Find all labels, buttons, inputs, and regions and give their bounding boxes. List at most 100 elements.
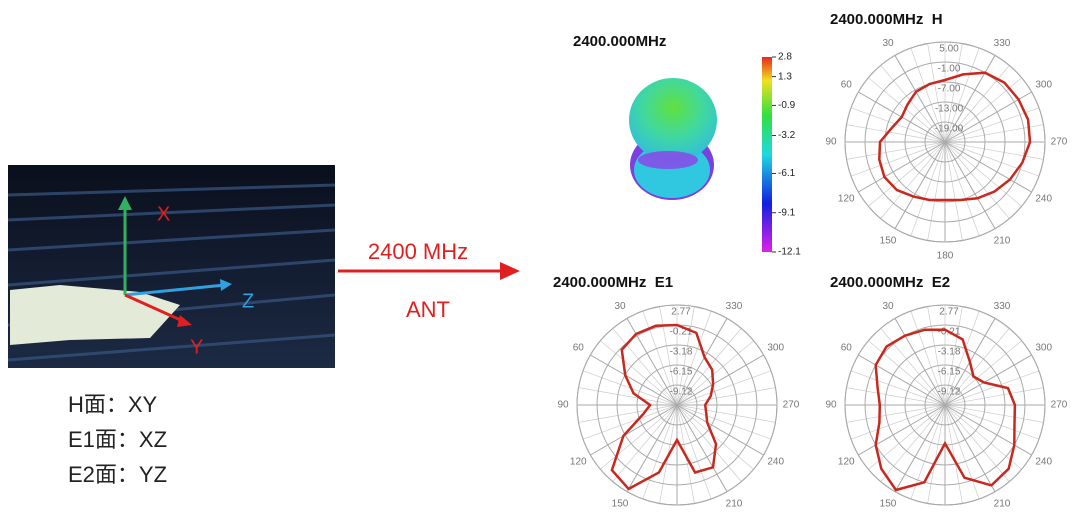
frequency-label: 2400 MHz bbox=[368, 239, 468, 264]
minor-spoke bbox=[944, 141, 1044, 160]
angle-label: 270 bbox=[1051, 400, 1068, 411]
minor-spoke bbox=[944, 141, 1022, 207]
minor-spoke bbox=[880, 141, 946, 219]
angle-label: 210 bbox=[994, 498, 1011, 509]
minor-spoke bbox=[944, 340, 1022, 406]
ring-label: -6.15 bbox=[938, 367, 961, 378]
pattern-trace bbox=[874, 328, 1017, 492]
spoke bbox=[676, 318, 728, 406]
angle-label: 30 bbox=[882, 38, 894, 49]
minor-spoke bbox=[676, 404, 776, 423]
chamber-photo: X Z Y bbox=[7, 165, 336, 368]
minor-spoke bbox=[850, 404, 946, 440]
minor-spoke bbox=[944, 404, 963, 504]
minor-spoke bbox=[676, 404, 712, 500]
angle-label: 180 bbox=[937, 251, 954, 262]
axis-label: Z bbox=[242, 290, 254, 312]
minor-spoke bbox=[944, 141, 980, 237]
angle-label: 90 bbox=[825, 400, 837, 411]
colorbar-tick-label: -0.9 bbox=[778, 100, 796, 111]
minor-spoke bbox=[612, 328, 678, 406]
minor-spoke bbox=[880, 65, 946, 143]
angle-label: 210 bbox=[994, 235, 1011, 246]
minor-spoke bbox=[676, 404, 742, 482]
minor-spoke bbox=[944, 370, 1040, 406]
spoke bbox=[676, 354, 764, 406]
minor-spoke bbox=[642, 310, 678, 406]
minor-spoke bbox=[944, 65, 1010, 143]
colorbar-tick-label: -9.1 bbox=[778, 207, 796, 218]
minor-spoke bbox=[944, 404, 1044, 423]
minor-spoke bbox=[578, 404, 678, 423]
ring-label: 2.77 bbox=[939, 307, 959, 318]
minor-spoke bbox=[944, 141, 1040, 177]
ring-label: -13.00 bbox=[935, 104, 964, 115]
minor-spoke bbox=[676, 387, 776, 406]
minor-spoke bbox=[676, 370, 772, 406]
ring-label: -3.18 bbox=[938, 347, 961, 358]
ring-label: 2.77 bbox=[671, 307, 691, 318]
minor-spoke bbox=[868, 141, 946, 207]
minor-spoke bbox=[944, 47, 980, 143]
axis-label: X bbox=[157, 203, 170, 225]
arrow-head bbox=[500, 262, 520, 280]
minor-spoke bbox=[910, 141, 946, 237]
plane-label: H面：XY bbox=[68, 392, 158, 417]
minor-spoke bbox=[944, 306, 963, 406]
minor-spoke bbox=[578, 387, 678, 406]
angle-label: 30 bbox=[614, 301, 626, 312]
ring-label: 5.00 bbox=[939, 44, 959, 55]
minor-spoke bbox=[600, 340, 678, 406]
minor-spoke bbox=[642, 404, 678, 500]
plane-label: E1面：XZ bbox=[68, 427, 167, 452]
minor-spoke bbox=[944, 328, 1010, 406]
pattern-3d bbox=[629, 78, 717, 200]
minor-spoke bbox=[927, 306, 946, 406]
minor-spoke bbox=[846, 404, 946, 423]
minor-spoke bbox=[676, 340, 754, 406]
ring-label: -7.00 bbox=[938, 84, 961, 95]
spoke bbox=[944, 55, 996, 143]
ring-label: -3.18 bbox=[670, 347, 693, 358]
minor-spoke bbox=[880, 404, 946, 482]
plot-title: 2400.000MHz E1 bbox=[553, 274, 673, 291]
angle-label: 90 bbox=[825, 137, 837, 148]
minor-spoke bbox=[927, 404, 946, 504]
angle-label: 330 bbox=[994, 38, 1011, 49]
angle-label: 240 bbox=[1035, 194, 1052, 205]
spoke bbox=[626, 318, 678, 406]
spoke bbox=[676, 404, 728, 492]
minor-spoke bbox=[944, 387, 1044, 406]
angle-label: 300 bbox=[767, 343, 784, 354]
spoke bbox=[858, 141, 946, 193]
angle-label: 240 bbox=[1035, 457, 1052, 468]
minor-spoke bbox=[944, 124, 1044, 143]
pattern-trace bbox=[878, 71, 1032, 202]
spoke bbox=[858, 354, 946, 406]
angle-label: 300 bbox=[1035, 343, 1052, 354]
minor-spoke bbox=[676, 310, 712, 406]
minor-spoke bbox=[927, 141, 946, 241]
minor-spoke bbox=[846, 124, 946, 143]
minor-spoke bbox=[612, 404, 678, 482]
plot-title: 2400.000MHz E2 bbox=[830, 274, 950, 291]
minor-spoke bbox=[676, 404, 772, 440]
spoke bbox=[944, 354, 1032, 406]
minor-spoke bbox=[676, 404, 754, 470]
minor-spoke bbox=[846, 141, 946, 160]
spoke bbox=[944, 141, 1032, 193]
angle-label: 60 bbox=[841, 80, 853, 91]
spoke bbox=[590, 354, 678, 406]
colorbar bbox=[762, 57, 772, 252]
minor-spoke bbox=[846, 387, 946, 406]
angle-label: 150 bbox=[880, 498, 897, 509]
minor-spoke bbox=[944, 141, 1010, 219]
minor-spoke bbox=[944, 404, 1010, 482]
angle-label: 300 bbox=[1035, 80, 1052, 91]
ring-label: -0.21 bbox=[670, 327, 693, 338]
minor-spoke bbox=[944, 141, 963, 241]
angle-label: 30 bbox=[882, 301, 894, 312]
pattern-trace bbox=[610, 323, 718, 491]
minor-spoke bbox=[910, 310, 946, 406]
